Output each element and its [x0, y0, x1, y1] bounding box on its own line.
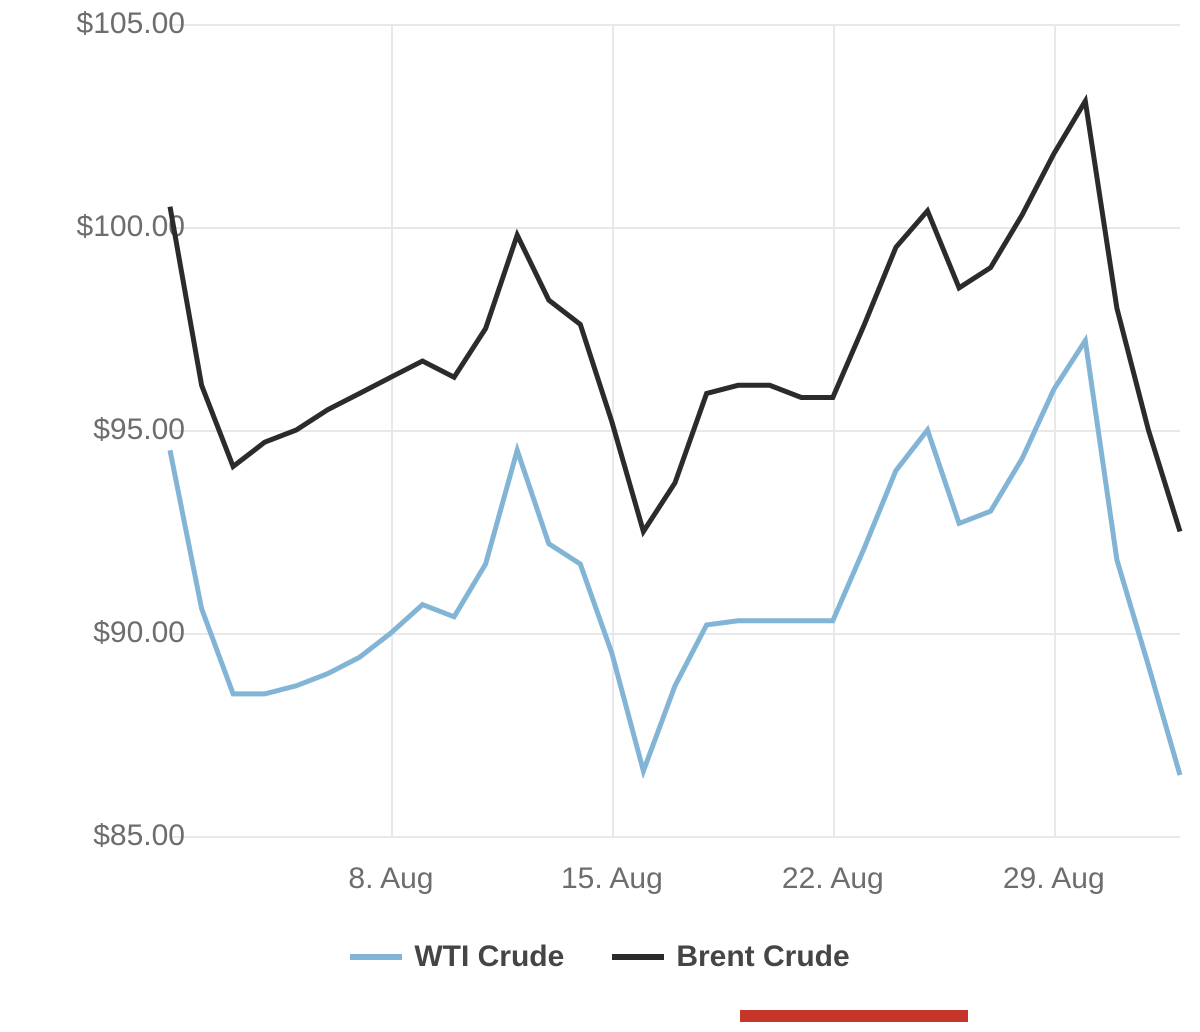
y-axis-label-105: $105.00	[77, 7, 185, 41]
x-axis-label-8aug: 8. Aug	[348, 862, 433, 896]
legend: WTI Crude Brent Crude	[0, 940, 1200, 974]
series-line-wti	[170, 341, 1180, 775]
legend-label-wti: WTI Crude	[414, 940, 564, 974]
legend-label-brent: Brent Crude	[676, 940, 849, 974]
x-axis-label-29aug: 29. Aug	[1003, 862, 1105, 896]
legend-swatch-wti	[350, 954, 402, 960]
line-plot	[170, 24, 1180, 836]
legend-swatch-brent	[612, 954, 664, 960]
oil-price-chart: $105.00 $100.00 $95.00 $90.00 $85.00 8. …	[0, 0, 1200, 1032]
x-axis-label-22aug: 22. Aug	[782, 862, 884, 896]
y-axis-label-100: $100.00	[77, 210, 185, 244]
gridline-y-85	[170, 836, 1180, 838]
red-underline-bar	[740, 1010, 968, 1022]
series-line-brent	[170, 101, 1180, 531]
legend-item-brent: Brent Crude	[612, 940, 849, 974]
legend-item-wti: WTI Crude	[350, 940, 564, 974]
x-axis-label-15aug: 15. Aug	[561, 862, 663, 896]
